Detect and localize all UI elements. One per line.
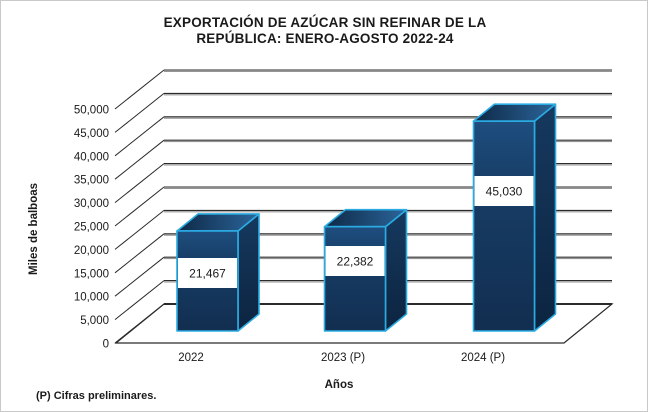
left-wall-gridline: [114, 116, 165, 157]
bar-value-label-box: [178, 258, 237, 288]
y-tick-label: 25,000: [74, 222, 109, 234]
left-wall-gridline: [114, 210, 165, 250]
x-axis-title: Años: [325, 379, 354, 391]
x-category-label: 2023 (P): [321, 352, 365, 364]
y-tick-label: 45,000: [74, 128, 109, 140]
left-wall-gridline: [114, 69, 165, 110]
y-tick-label: 10,000: [74, 292, 109, 304]
y-tick-label: 20,000: [74, 245, 109, 257]
bar-2023 (P): 22,382: [323, 208, 408, 332]
bar-front-face: [323, 225, 387, 332]
y-axis-title: Miles de balboas: [28, 183, 40, 275]
y-tick-label: 50,000: [74, 105, 109, 117]
chart-title-line2: REPÚBLICA: ENERO-AGOSTO 2022-24: [196, 31, 454, 46]
bar-2024 (P): 45,030: [472, 103, 557, 332]
bar-front-face: [472, 120, 536, 332]
left-wall-gridline: [114, 93, 165, 133]
y-tick-label: 5,000: [80, 315, 109, 327]
left-wall-gridline: [114, 233, 165, 274]
left-wall-gridline: [114, 280, 165, 320]
bar-value-label-box: [325, 246, 385, 276]
x-category-label: 2022: [178, 352, 204, 364]
left-wall-gridline: [114, 139, 165, 180]
bar-2022: 21,467: [176, 213, 260, 332]
y-tick-label: 35,000: [74, 175, 109, 187]
left-wall-gridline: [114, 256, 165, 297]
bar-value-label: 22,382: [337, 255, 374, 269]
bar-value-label: 45,030: [486, 185, 523, 199]
y-tick-label: 40,000: [74, 151, 109, 163]
footnote: (P) Cifras preliminares.: [36, 390, 156, 402]
bar-side-face: [237, 213, 260, 332]
x-category-label: 2024 (P): [461, 352, 505, 364]
chart-title-line1: EXPORTACIÓN DE AZÚCAR SIN REFINAR DE LA: [164, 15, 487, 30]
left-wall-gridline: [114, 186, 165, 227]
bar-side-face: [533, 103, 557, 332]
y-tick-label: 15,000: [74, 268, 109, 280]
left-wall-gridline: [114, 163, 165, 203]
bar-value-label: 21,467: [189, 267, 226, 281]
bar-side-face: [384, 208, 408, 332]
y-tick-label: 0: [103, 339, 109, 351]
y-tick-label: 30,000: [74, 198, 109, 210]
bar-value-label-box: [474, 176, 534, 206]
